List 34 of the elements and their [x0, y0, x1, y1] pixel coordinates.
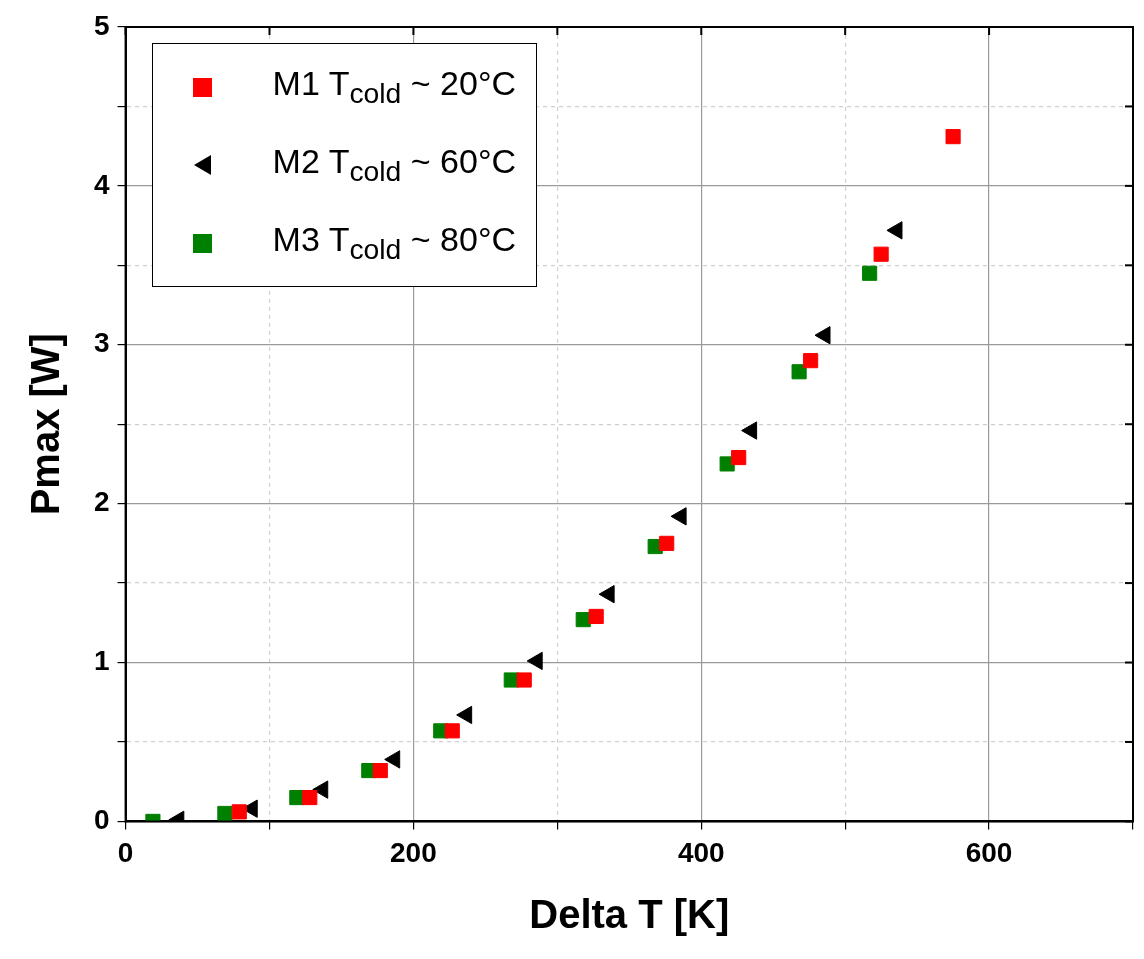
x-tick-label: 600	[965, 836, 1013, 868]
point	[945, 129, 961, 145]
y-tick-label: 2	[93, 486, 110, 518]
x-tick-label: 200	[390, 836, 437, 868]
point	[803, 353, 819, 369]
point	[741, 421, 758, 440]
point	[659, 535, 675, 551]
x-tick-label: 400	[677, 836, 725, 868]
y-tick-label: 1	[93, 645, 110, 677]
point	[302, 790, 318, 806]
point	[873, 246, 889, 262]
point	[791, 364, 807, 380]
point	[862, 265, 878, 281]
point	[444, 723, 460, 739]
point	[217, 805, 233, 822]
point	[456, 705, 473, 725]
y-tick-label: 3	[93, 327, 110, 359]
legend-label: M2 T$_{cold}$ ~ 60°C	[272, 142, 517, 188]
y-axis-title: Pmax [W]	[23, 333, 68, 516]
point	[384, 750, 401, 769]
x-tick-label: 0	[117, 836, 134, 868]
legend-label: M3 T$_{cold}$ ~ 80°C	[272, 220, 517, 266]
point	[731, 449, 747, 466]
y-tick-label: 5	[93, 9, 110, 41]
legend-label: M1 T$_{cold}$ ~ 20°C	[272, 64, 517, 110]
point	[231, 804, 247, 820]
y-tick-label: 4	[93, 168, 110, 200]
point	[516, 672, 532, 688]
point	[372, 762, 388, 779]
y-tick-label: 0	[93, 804, 110, 836]
point	[312, 780, 329, 799]
point	[503, 672, 519, 688]
x-axis-title: Delta T [K]	[529, 892, 730, 937]
point	[588, 608, 604, 625]
